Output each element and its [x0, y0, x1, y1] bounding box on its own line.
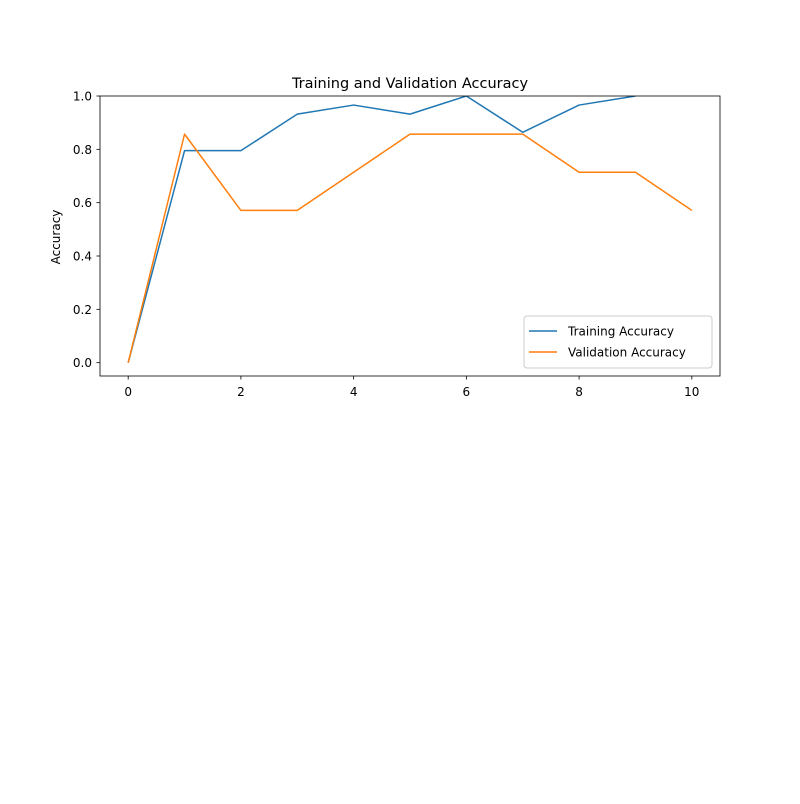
- axes-layer: 0 2 4 6 8 10 0.0 0.2 0.4 0.6 0.8 1.0: [73, 90, 721, 399]
- x-tick-label: 0: [124, 385, 132, 399]
- legend: Training Accuracy Validation Accuracy: [523, 315, 713, 369]
- x-tick-label: 2: [237, 385, 245, 399]
- plot-frame: [99, 95, 721, 377]
- chart-title: Training and Validation Accuracy: [291, 76, 529, 92]
- series-layer: [127, 96, 693, 363]
- y-axis-label: Accuracy: [49, 210, 63, 265]
- legend-label: Validation Accuracy: [568, 346, 686, 360]
- x-tick-label: 4: [350, 385, 358, 399]
- y-tick-label: 0.4: [73, 250, 92, 264]
- y-tick-label: 0.6: [73, 196, 92, 210]
- y-tick-label: 0.0: [73, 356, 92, 370]
- series-line-training-accuracy: [127, 96, 636, 363]
- x-tick-label: 6: [463, 385, 471, 399]
- y-tick-label: 0.2: [73, 303, 92, 317]
- legend-label: Training Accuracy: [567, 325, 674, 339]
- x-tick-label: 10: [684, 385, 699, 399]
- y-tick-label: 0.8: [73, 143, 92, 157]
- y-tick-label: 1.0: [73, 90, 92, 104]
- legend-box: [523, 315, 713, 369]
- x-tick-label: 8: [575, 385, 583, 399]
- series-line-validation-accuracy: [127, 133, 693, 363]
